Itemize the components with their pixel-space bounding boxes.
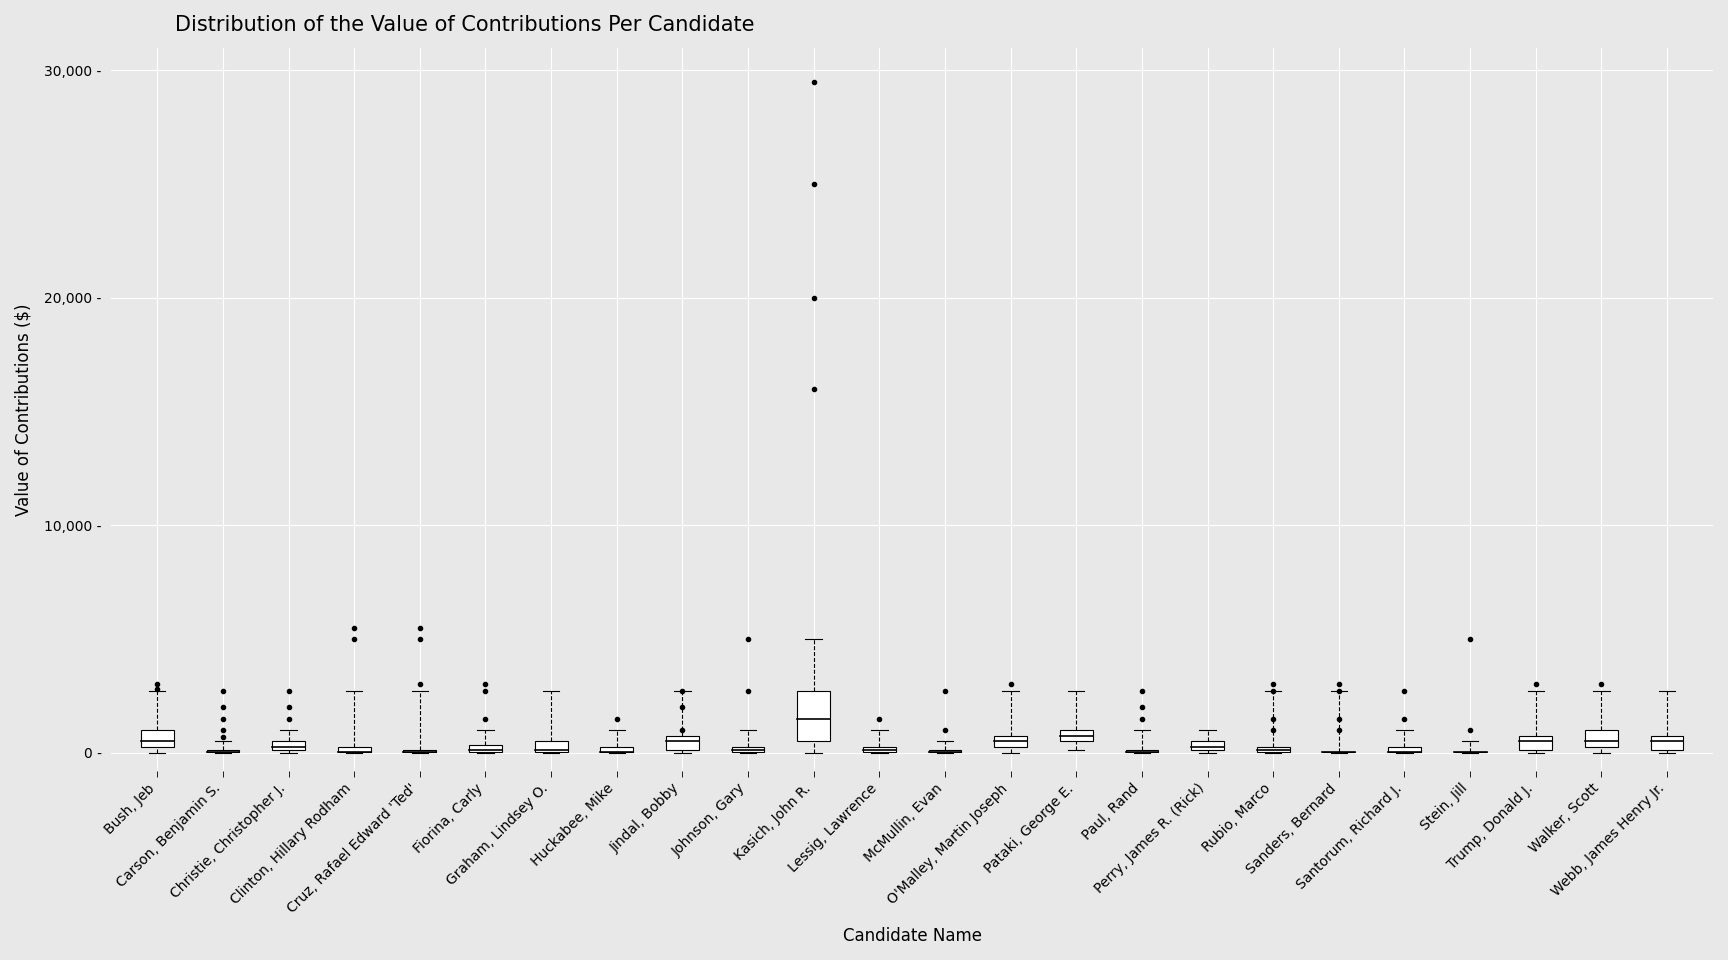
FancyBboxPatch shape — [797, 691, 829, 741]
FancyBboxPatch shape — [1059, 730, 1092, 741]
FancyBboxPatch shape — [271, 741, 304, 751]
FancyBboxPatch shape — [994, 735, 1026, 747]
FancyBboxPatch shape — [534, 741, 567, 752]
FancyBboxPatch shape — [1650, 735, 1683, 751]
FancyBboxPatch shape — [1191, 741, 1223, 751]
FancyBboxPatch shape — [665, 735, 698, 751]
FancyBboxPatch shape — [1125, 751, 1158, 753]
FancyBboxPatch shape — [1388, 747, 1420, 752]
FancyBboxPatch shape — [1585, 730, 1617, 747]
FancyBboxPatch shape — [337, 747, 370, 752]
Text: Distribution of the Value of Contributions Per Candidate: Distribution of the Value of Contributio… — [176, 15, 755, 35]
FancyBboxPatch shape — [207, 751, 240, 753]
FancyBboxPatch shape — [731, 747, 764, 752]
FancyBboxPatch shape — [403, 751, 435, 753]
FancyBboxPatch shape — [1256, 747, 1289, 752]
Y-axis label: Value of Contributions ($): Value of Contributions ($) — [16, 303, 33, 516]
FancyBboxPatch shape — [468, 745, 501, 752]
X-axis label: Candidate Name: Candidate Name — [843, 927, 982, 945]
FancyBboxPatch shape — [142, 730, 175, 747]
FancyBboxPatch shape — [928, 751, 961, 752]
FancyBboxPatch shape — [1519, 735, 1552, 751]
FancyBboxPatch shape — [600, 747, 632, 752]
FancyBboxPatch shape — [862, 747, 895, 752]
